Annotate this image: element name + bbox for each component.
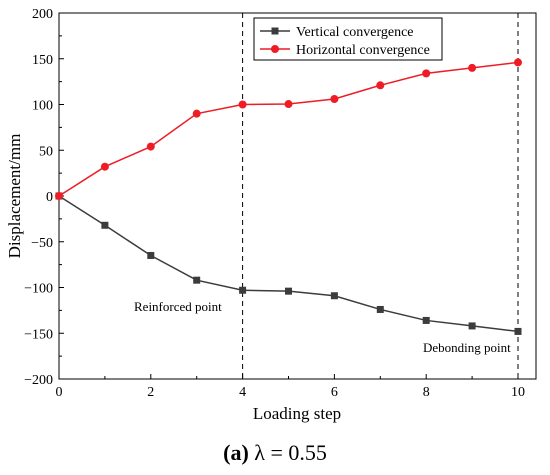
x-axis-title: Loading step xyxy=(253,404,341,423)
data-point-horizontal xyxy=(55,192,63,200)
data-point-horizontal xyxy=(100,162,109,171)
data-point-vertical xyxy=(422,316,430,324)
legend: Vertical convergence Horizontal converge… xyxy=(253,17,443,61)
y-tick-label: 150 xyxy=(32,53,53,68)
y-tick-label: 200 xyxy=(32,7,53,22)
plot-frame xyxy=(58,12,537,380)
legend-label-vertical: Vertical convergence xyxy=(296,25,414,40)
data-point-horizontal xyxy=(146,142,155,151)
annotation-reinforced-point: Reinforced point xyxy=(134,299,222,314)
data-point-vertical xyxy=(468,322,476,330)
data-point-horizontal xyxy=(468,63,477,72)
data-point-vertical xyxy=(147,251,155,259)
y-tick-label: 50 xyxy=(39,144,53,159)
x-tick-label: 2 xyxy=(147,385,154,400)
x-tick-label: 6 xyxy=(331,385,338,400)
data-point-vertical xyxy=(239,286,247,294)
legend-marker-horizontal xyxy=(271,45,279,53)
data-point-vertical xyxy=(101,221,109,229)
data-point-horizontal xyxy=(192,109,201,118)
caption-label: (a) xyxy=(223,440,249,465)
y-tick-label: −150 xyxy=(24,327,53,342)
figure-caption: (a) λ = 0.55 xyxy=(0,440,550,466)
data-point-vertical xyxy=(376,305,384,313)
x-axis-ticks: 0 2 4 6 8 10 xyxy=(56,374,525,400)
data-point-horizontal xyxy=(422,69,431,78)
x-tick-label: 8 xyxy=(423,385,430,400)
series-line-vertical xyxy=(58,195,519,333)
data-point-vertical xyxy=(514,327,522,335)
y-axis-title: Displacement/mm xyxy=(5,134,24,259)
y-tick-label: −50 xyxy=(31,236,53,251)
annotation-debonding-point: Debonding point xyxy=(423,340,511,355)
data-point-horizontal xyxy=(284,100,293,109)
data-point-horizontal xyxy=(376,81,385,90)
caption-text: λ = 0.55 xyxy=(248,440,327,465)
y-tick-label: 0 xyxy=(46,190,53,205)
x-tick-label: 0 xyxy=(56,385,63,400)
data-point-horizontal xyxy=(238,100,247,109)
y-axis-ticks: 200 150 100 50 0 −50 −100 −150 −200 xyxy=(24,7,64,388)
legend-marker-vertical xyxy=(271,27,279,35)
legend-label-horizontal: Horizontal convergence xyxy=(296,43,430,58)
data-point-horizontal xyxy=(514,58,522,67)
x-tick-label: 10 xyxy=(511,385,525,400)
y-tick-label: −100 xyxy=(24,282,53,297)
x-tick-label: 4 xyxy=(239,385,246,400)
data-point-vertical xyxy=(193,276,201,284)
data-point-vertical xyxy=(285,287,292,295)
legend-box xyxy=(253,17,443,61)
y-tick-label: −200 xyxy=(24,373,53,388)
chart: 0 2 4 6 8 10 200 150 100 50 0 −50 −100 −150 −200 Load… xyxy=(5,7,537,423)
data-point-horizontal xyxy=(330,95,339,104)
data-point-vertical xyxy=(330,292,338,300)
series-line-horizontal xyxy=(58,61,519,197)
y-tick-label: 100 xyxy=(32,99,53,114)
series-layer xyxy=(55,58,522,335)
